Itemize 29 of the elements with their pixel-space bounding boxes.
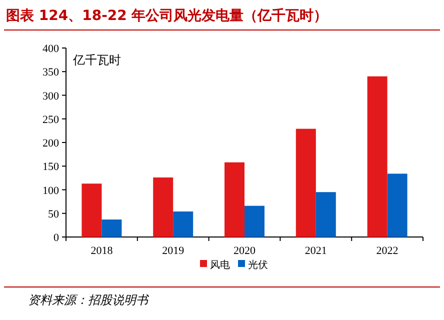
chart-title: 图表 124、18-22 年公司风光发电量（亿千瓦时） xyxy=(6,7,328,24)
bar xyxy=(244,206,264,237)
x-tick-label: 2020 xyxy=(234,245,256,257)
y-tick-label: 50 xyxy=(48,208,60,220)
x-tick-label: 2022 xyxy=(376,245,398,257)
x-tick-label: 2019 xyxy=(162,245,185,257)
y-tick-label: 100 xyxy=(42,184,60,197)
bar xyxy=(173,211,194,237)
y-tick-label: 300 xyxy=(42,90,60,102)
y-tick-label: 400 xyxy=(42,43,60,55)
y-tick-label: 350 xyxy=(42,66,60,79)
bar xyxy=(296,128,316,237)
bar xyxy=(153,177,174,237)
bar xyxy=(102,220,122,237)
y-tick-label: 0 xyxy=(54,232,60,244)
bar xyxy=(82,184,102,237)
legend-label: 风电 xyxy=(210,259,230,271)
legend-label: 光伏 xyxy=(248,259,268,271)
text: 资料来源：招股说明书 xyxy=(28,293,150,307)
y-axis-title: 亿千瓦时 xyxy=(72,53,121,67)
bar xyxy=(224,162,244,237)
x-tick-label: 2021 xyxy=(304,245,327,257)
y-tick-label: 200 xyxy=(42,138,60,150)
y-tick-label: 250 xyxy=(42,114,60,126)
bar xyxy=(387,174,408,237)
bar xyxy=(367,76,388,237)
bar xyxy=(316,192,336,237)
y-tick-label: 150 xyxy=(42,161,60,174)
x-tick-label: 2018 xyxy=(90,245,114,257)
